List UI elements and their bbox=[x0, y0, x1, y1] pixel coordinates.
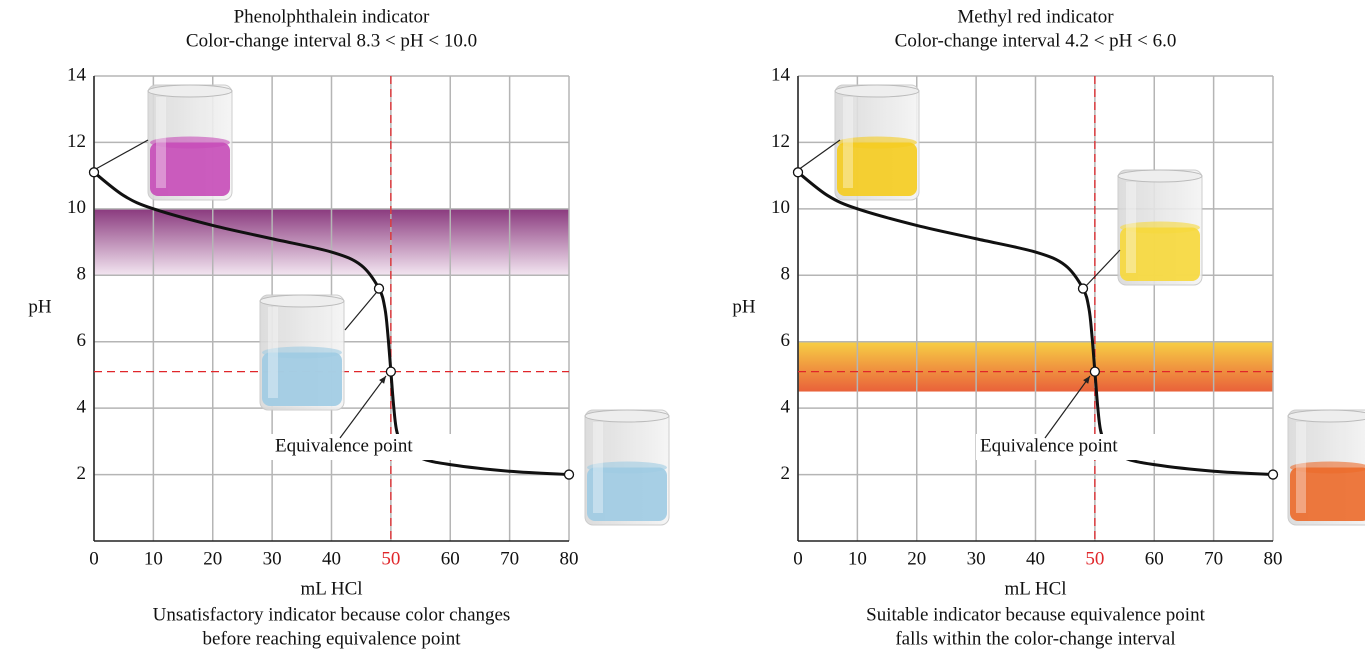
x-tick-label: 0 bbox=[793, 548, 803, 569]
chart-title: Phenolphthalein indicator bbox=[234, 6, 430, 27]
x-tick-label: 40 bbox=[1026, 548, 1045, 569]
beaker bbox=[1287, 409, 1365, 526]
x-tick-label: 10 bbox=[144, 548, 163, 569]
x-tick-label: 70 bbox=[1204, 548, 1223, 569]
beaker-liquid bbox=[262, 352, 342, 406]
chart-subtitle: Color-change interval 8.3 < pH < 10.0 bbox=[186, 30, 477, 51]
beaker-liquid-top bbox=[150, 136, 230, 149]
leader-line bbox=[344, 286, 382, 331]
leader-line bbox=[1084, 249, 1121, 288]
leader-line bbox=[93, 139, 149, 171]
caption: falls within the color-change interval bbox=[895, 628, 1175, 649]
x-tick-label: 50 bbox=[381, 548, 400, 569]
y-tick-label: 10 bbox=[771, 197, 790, 218]
annotation-bg bbox=[976, 434, 1182, 460]
curve-point bbox=[1077, 283, 1089, 294]
x-tick-label: 30 bbox=[263, 548, 282, 569]
y-tick-label: 8 bbox=[781, 264, 791, 285]
beaker-rim bbox=[1117, 169, 1203, 183]
annotation: Equivalence point bbox=[275, 435, 413, 456]
beaker-liquid-top bbox=[262, 346, 342, 359]
x-tick-label: 50 bbox=[1085, 548, 1104, 569]
beaker-rim bbox=[1287, 409, 1365, 423]
beaker-liquid-top bbox=[1120, 221, 1200, 234]
beaker bbox=[834, 84, 920, 201]
annotation-bg bbox=[271, 434, 477, 460]
curve-point bbox=[88, 167, 100, 178]
beaker-shine bbox=[1126, 182, 1136, 273]
caption: Unsatisfactory indicator because color c… bbox=[153, 604, 511, 625]
annotation-arrow bbox=[339, 375, 387, 439]
x-tick-label: 20 bbox=[907, 548, 926, 569]
x-tick-label: 60 bbox=[441, 548, 460, 569]
y-tick-label: 4 bbox=[77, 397, 87, 418]
y-tick-label: 2 bbox=[781, 463, 791, 484]
x-tick-label: 40 bbox=[322, 548, 341, 569]
y-tick-label: 6 bbox=[781, 330, 791, 351]
y-axis-label: pH bbox=[732, 296, 756, 317]
beaker-rim bbox=[584, 409, 670, 423]
y-tick-label: 4 bbox=[781, 397, 791, 418]
beaker-rim bbox=[147, 84, 233, 98]
beaker-liquid-top bbox=[1290, 461, 1365, 474]
y-axis-label: pH bbox=[28, 296, 52, 317]
x-tick-label: 80 bbox=[560, 548, 579, 569]
x-axis-label: mL HCl bbox=[1004, 578, 1066, 599]
y-tick-label: 14 bbox=[67, 64, 87, 85]
curve-point bbox=[792, 167, 804, 178]
chart-title: Methyl red indicator bbox=[957, 6, 1114, 27]
annotation: Equivalence point bbox=[980, 435, 1118, 456]
beaker-liquid bbox=[837, 142, 917, 196]
x-tick-label: 60 bbox=[1145, 548, 1164, 569]
leader-line bbox=[797, 139, 841, 171]
y-tick-label: 10 bbox=[67, 197, 86, 218]
caption: before reaching equivalence point bbox=[203, 628, 462, 649]
beaker-liquid-top bbox=[837, 136, 917, 149]
beaker-rim bbox=[259, 294, 345, 308]
y-tick-label: 8 bbox=[77, 264, 87, 285]
chart-subtitle: Color-change interval 4.2 < pH < 6.0 bbox=[895, 30, 1177, 51]
arrow-head bbox=[1083, 376, 1090, 384]
beaker-shine bbox=[156, 97, 166, 188]
arrow-head bbox=[379, 376, 386, 384]
y-tick-label: 6 bbox=[77, 330, 87, 351]
curve-point bbox=[373, 283, 385, 294]
y-tick-label: 2 bbox=[77, 463, 87, 484]
beaker bbox=[259, 294, 345, 411]
y-tick-label: 14 bbox=[771, 64, 791, 85]
beaker-shine bbox=[843, 97, 853, 188]
beaker-shine bbox=[268, 307, 278, 398]
y-tick-label: 12 bbox=[67, 131, 86, 152]
x-tick-label: 10 bbox=[848, 548, 867, 569]
curve-point bbox=[1089, 366, 1101, 377]
beaker-shine bbox=[593, 422, 603, 513]
x-tick-label: 80 bbox=[1264, 548, 1283, 569]
x-axis-label: mL HCl bbox=[300, 578, 362, 599]
curve-point bbox=[563, 469, 575, 480]
beaker-rim bbox=[834, 84, 920, 98]
x-tick-label: 30 bbox=[967, 548, 986, 569]
caption: Suitable indicator because equivalence p… bbox=[866, 604, 1205, 625]
curve-point bbox=[1267, 469, 1279, 480]
annotation-arrow bbox=[1044, 375, 1091, 439]
x-tick-label: 0 bbox=[89, 548, 99, 569]
x-tick-label: 20 bbox=[203, 548, 222, 569]
beaker-liquid bbox=[1290, 467, 1365, 521]
beaker-liquid bbox=[150, 142, 230, 196]
beaker bbox=[1117, 169, 1203, 286]
beaker bbox=[147, 84, 233, 201]
beaker-liquid-top bbox=[587, 461, 667, 474]
curve-point bbox=[385, 366, 397, 377]
beaker-liquid bbox=[1120, 227, 1200, 281]
beaker-shine bbox=[1296, 422, 1306, 513]
y-tick-label: 12 bbox=[771, 131, 790, 152]
x-tick-label: 70 bbox=[500, 548, 519, 569]
beaker bbox=[584, 409, 670, 526]
beaker-liquid bbox=[587, 467, 667, 521]
